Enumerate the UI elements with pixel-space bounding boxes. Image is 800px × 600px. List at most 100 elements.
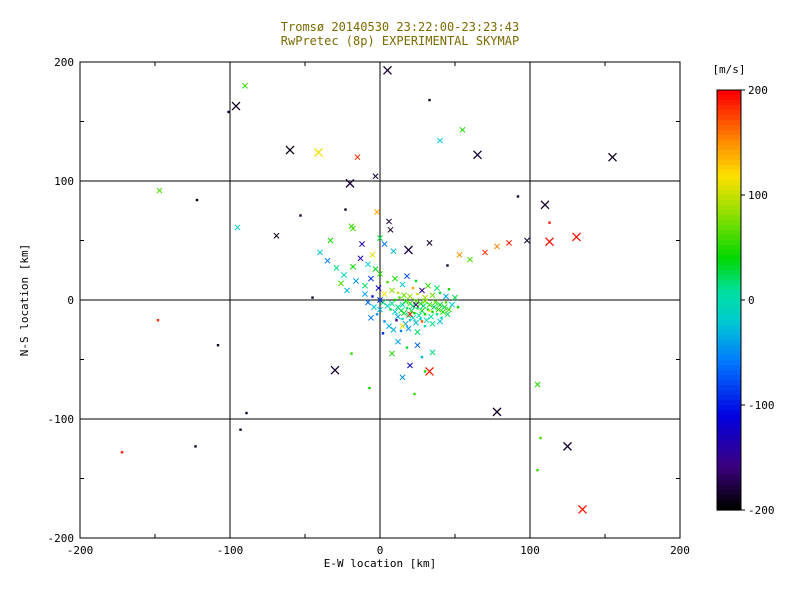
scatter-point — [444, 301, 448, 304]
colorbar-segment — [717, 115, 741, 121]
scatter-point — [419, 317, 422, 321]
scatter-point — [227, 110, 230, 114]
colorbar-segment — [717, 380, 741, 386]
scatter-point — [423, 313, 427, 316]
colorbar-segment — [717, 320, 741, 326]
scatter-point — [242, 82, 248, 89]
colorbar-segment — [717, 110, 741, 116]
scatter-point — [408, 307, 415, 314]
x-tick-label: -200 — [67, 544, 94, 557]
colorbar-segment — [717, 350, 741, 356]
colorbar-segment — [717, 355, 741, 361]
colorbar-segment — [717, 345, 741, 351]
scatter-point — [377, 270, 383, 277]
scatter-point — [407, 311, 413, 318]
colorbar-segment — [717, 455, 741, 461]
scatter-point — [446, 264, 449, 267]
colorbar-segment — [717, 375, 741, 381]
scatter-point — [234, 224, 241, 231]
scatter-point — [383, 65, 392, 75]
scatter-point — [437, 301, 443, 308]
colorbar-segment — [717, 480, 741, 486]
colorbar-segment — [717, 400, 741, 406]
scatter-point — [390, 326, 397, 333]
scatter-point — [395, 319, 398, 322]
scatter-point — [422, 294, 428, 301]
colorbar-segment — [717, 195, 741, 201]
colorbar-segment — [717, 415, 741, 421]
scatter-point — [419, 287, 425, 294]
scatter-point — [338, 280, 344, 287]
scatter-point — [357, 255, 364, 262]
scatter-point — [396, 291, 400, 295]
scatter-point — [327, 237, 334, 244]
scatter-point — [548, 221, 551, 224]
scatter-point — [374, 208, 380, 215]
colorbar-segment — [717, 405, 741, 411]
scatter-point — [438, 291, 442, 295]
scatter-point — [401, 292, 407, 299]
colorbar-segment — [717, 140, 741, 146]
scatter-point — [368, 314, 374, 321]
scatter-point — [405, 307, 409, 310]
scatter-point — [381, 291, 388, 298]
colorbar-segment — [717, 255, 741, 261]
scatter-point — [371, 304, 377, 311]
scatter-point — [459, 126, 466, 133]
scatter-point — [420, 302, 427, 309]
scatter-point — [426, 301, 433, 308]
scatter-point — [545, 237, 554, 247]
scatter-point — [359, 241, 365, 248]
colorbar-tick-label: 0 — [748, 294, 755, 307]
scatter-point — [375, 285, 382, 292]
scatter-point — [194, 445, 197, 448]
colorbar-segment — [717, 100, 741, 106]
scatter-point — [516, 195, 520, 198]
colorbar-segment — [717, 220, 741, 226]
colorbar-segment — [717, 165, 741, 171]
scatter-point — [381, 332, 385, 335]
colorbar-segment — [717, 200, 741, 206]
scatter-point — [425, 282, 431, 289]
scatter-point — [395, 338, 401, 345]
scatter-point — [444, 311, 451, 318]
x-tick-label: 0 — [377, 544, 384, 557]
scatter-point — [353, 278, 359, 284]
colorbar-tick-label: -100 — [748, 399, 775, 412]
y-tick-label: 100 — [54, 175, 74, 188]
scatter-point — [414, 329, 421, 336]
scatter-point — [195, 198, 199, 202]
scatter-point — [387, 226, 394, 233]
scatter-point — [429, 320, 436, 327]
colorbar-segment — [717, 325, 741, 331]
scatter-point — [399, 329, 403, 333]
scatter-point — [407, 293, 413, 300]
scatter-point — [395, 313, 401, 320]
scatter-point — [446, 306, 452, 313]
colorbar-segment — [717, 445, 741, 451]
scatter-point — [120, 451, 124, 454]
scatter-point — [389, 350, 395, 357]
colorbar-segment — [717, 150, 741, 156]
scatter-point — [389, 300, 395, 307]
scatter-point — [452, 294, 458, 301]
scatter-point — [344, 208, 347, 211]
colorbar-segment — [717, 410, 741, 416]
colorbar-segment — [717, 290, 741, 296]
colorbar-segment — [717, 365, 741, 371]
scatter-point — [390, 248, 397, 255]
scatter-point — [386, 323, 392, 330]
scatter-point — [365, 261, 371, 268]
colorbar-segment — [717, 280, 741, 286]
colorbar-segment — [717, 300, 741, 306]
scatter-point — [399, 281, 406, 288]
scatter-point — [404, 245, 413, 255]
colorbar-segment — [717, 310, 741, 316]
scatter-point — [354, 154, 361, 161]
colorbar-segment — [717, 265, 741, 271]
x-axis-label: E-W location [km] — [324, 557, 437, 570]
scatter-point — [423, 370, 427, 373]
scatter-point — [426, 308, 430, 311]
colorbar-segment — [717, 385, 741, 391]
